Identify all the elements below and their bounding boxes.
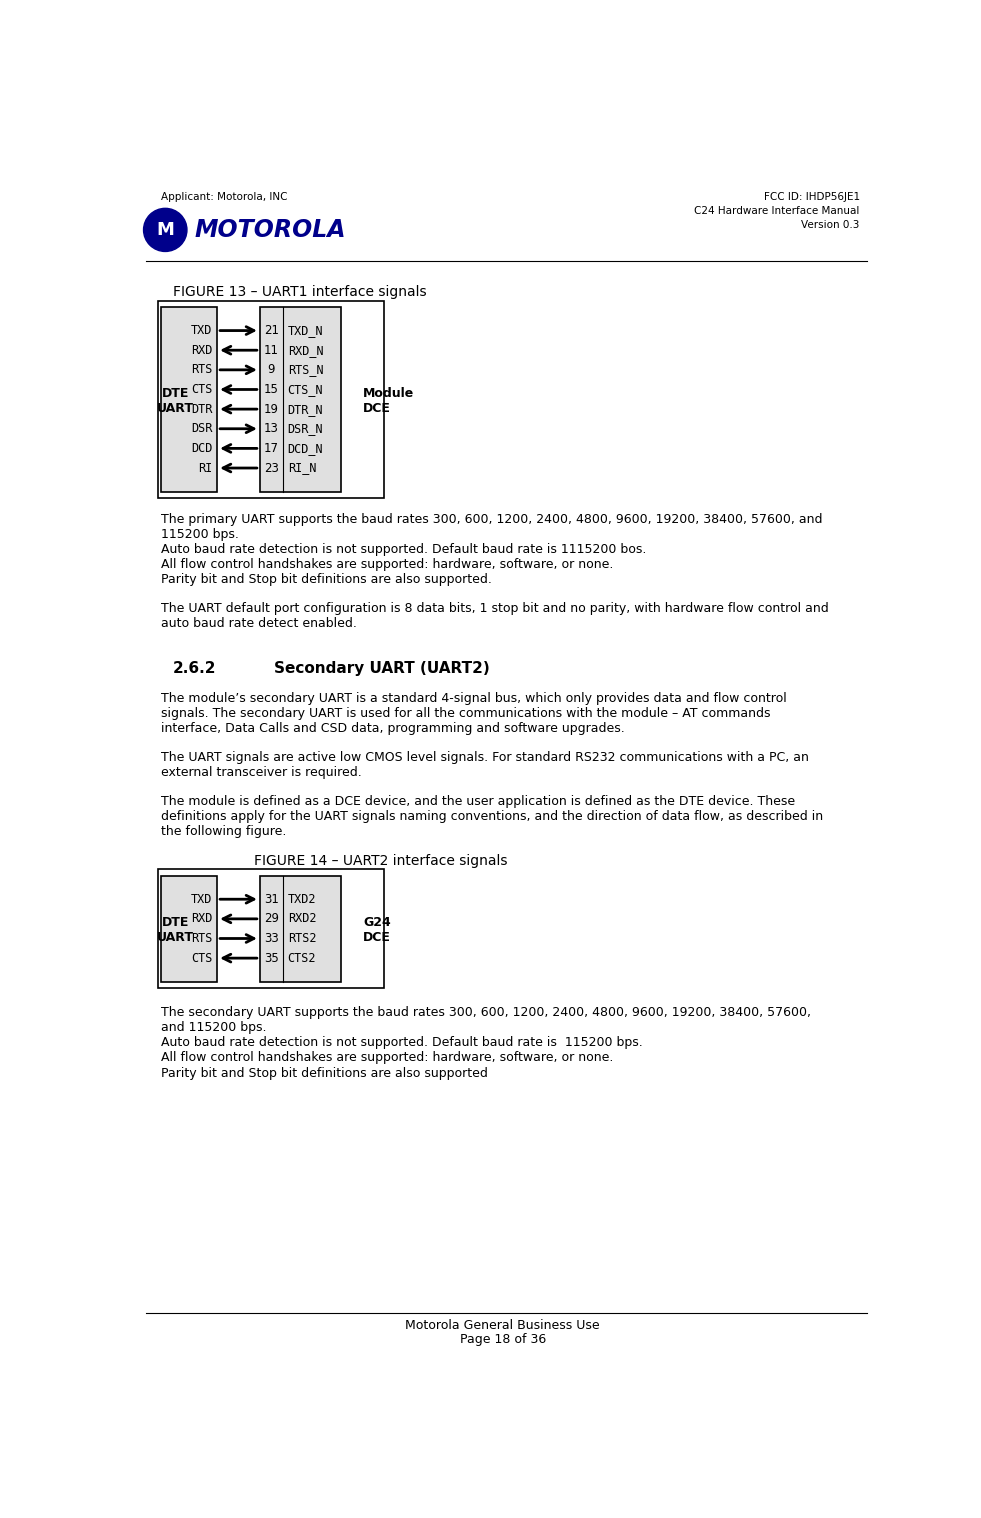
Text: TXD: TXD (191, 323, 213, 337)
Text: Parity bit and Stop bit definitions are also supported: Parity bit and Stop bit definitions are … (162, 1067, 489, 1079)
Text: 115200 bps.: 115200 bps. (162, 528, 239, 542)
Text: Auto baud rate detection is not supported. Default baud rate is 1115200 bos.: Auto baud rate detection is not supporte… (162, 543, 646, 556)
Text: MOTOROLA: MOTOROLA (194, 219, 346, 241)
Text: 13: 13 (264, 422, 279, 436)
Text: DTR: DTR (191, 402, 213, 416)
Text: Motorola General Business Use: Motorola General Business Use (405, 1319, 600, 1331)
Text: Version 0.3: Version 0.3 (801, 220, 859, 229)
Text: Module: Module (363, 387, 414, 399)
Text: The secondary UART supports the baud rates 300, 600, 1200, 2400, 4800, 9600, 192: The secondary UART supports the baud rat… (162, 1006, 811, 1020)
Text: RXD: RXD (191, 912, 213, 926)
Text: DCD_N: DCD_N (287, 442, 324, 455)
Text: DCE: DCE (363, 932, 390, 944)
Text: auto baud rate detect enabled.: auto baud rate detect enabled. (162, 618, 357, 630)
Bar (260, 876, 341, 982)
Text: All flow control handshakes are supported: hardware, software, or none.: All flow control handshakes are supporte… (162, 559, 614, 571)
Text: external transceiver is required.: external transceiver is required. (162, 767, 362, 779)
Text: 19: 19 (264, 402, 279, 416)
Text: 21: 21 (264, 323, 279, 337)
Text: 11: 11 (264, 343, 279, 357)
Text: FIGURE 13 – UART1 interface signals: FIGURE 13 – UART1 interface signals (173, 285, 427, 299)
Text: TXD2: TXD2 (287, 893, 316, 906)
Text: 31: 31 (264, 893, 279, 906)
Text: 23: 23 (264, 461, 279, 475)
Bar (260, 307, 341, 492)
Text: RXD: RXD (191, 343, 213, 357)
Bar (162, 876, 217, 982)
Bar (162, 307, 217, 492)
Text: The module’s secondary UART is a standard 4-signal bus, which only provides data: The module’s secondary UART is a standar… (162, 692, 787, 706)
Text: M: M (156, 222, 175, 238)
Text: RTS: RTS (191, 363, 213, 376)
Text: and 115200 bps.: and 115200 bps. (162, 1022, 267, 1034)
Text: RI_N: RI_N (287, 461, 316, 475)
Text: The primary UART supports the baud rates 300, 600, 1200, 2400, 4800, 9600, 19200: The primary UART supports the baud rates… (162, 513, 823, 527)
Text: CTS: CTS (191, 952, 213, 964)
Text: RTS: RTS (191, 932, 213, 946)
Text: UART: UART (157, 402, 194, 414)
Text: Parity bit and Stop bit definitions are also supported.: Parity bit and Stop bit definitions are … (162, 574, 492, 586)
Text: G24: G24 (363, 915, 390, 929)
Text: RI: RI (198, 461, 213, 475)
Text: The UART signals are active low CMOS level signals. For standard RS232 communica: The UART signals are active low CMOS lev… (162, 751, 809, 764)
Text: Auto baud rate detection is not supported. Default baud rate is  115200 bps.: Auto baud rate detection is not supporte… (162, 1037, 644, 1049)
Text: RTS2: RTS2 (287, 932, 316, 946)
Text: All flow control handshakes are supported: hardware, software, or none.: All flow control handshakes are supporte… (162, 1052, 614, 1064)
Circle shape (143, 208, 187, 252)
Bar (158, 301, 384, 498)
Text: FCC ID: IHDP56JE1: FCC ID: IHDP56JE1 (763, 193, 859, 202)
Text: DSR: DSR (191, 422, 213, 436)
Text: 17: 17 (264, 442, 279, 455)
Text: Applicant: Motorola, INC: Applicant: Motorola, INC (162, 193, 287, 202)
Text: RTS_N: RTS_N (287, 363, 324, 376)
Text: DSR_N: DSR_N (287, 422, 324, 436)
Text: RXD2: RXD2 (287, 912, 316, 926)
Text: 15: 15 (264, 383, 279, 396)
Text: UART: UART (157, 932, 194, 944)
Text: CTS2: CTS2 (287, 952, 316, 964)
Text: interface, Data Calls and CSD data, programming and software upgrades.: interface, Data Calls and CSD data, prog… (162, 723, 625, 735)
Text: DCE: DCE (363, 402, 390, 414)
Text: DCD: DCD (191, 442, 213, 455)
Text: TXD: TXD (191, 893, 213, 906)
Text: The module is defined as a DCE device, and the user application is defined as th: The module is defined as a DCE device, a… (162, 795, 796, 808)
Text: The UART default port configuration is 8 data bits, 1 stop bit and no parity, wi: The UART default port configuration is 8… (162, 603, 829, 615)
Text: FIGURE 14 – UART2 interface signals: FIGURE 14 – UART2 interface signals (254, 855, 508, 868)
Text: Page 18 of 36: Page 18 of 36 (460, 1333, 545, 1346)
Text: CTS: CTS (191, 383, 213, 396)
Text: 35: 35 (264, 952, 279, 964)
Text: DTR_N: DTR_N (287, 402, 324, 416)
Text: definitions apply for the UART signals naming conventions, and the direction of : definitions apply for the UART signals n… (162, 811, 823, 823)
Text: the following figure.: the following figure. (162, 826, 286, 838)
Text: 33: 33 (264, 932, 279, 946)
Text: signals. The secondary UART is used for all the communications with the module –: signals. The secondary UART is used for … (162, 707, 771, 721)
Text: Secondary UART (UART2): Secondary UART (UART2) (274, 662, 490, 677)
Text: 2.6.2: 2.6.2 (173, 662, 217, 677)
Text: 9: 9 (268, 363, 276, 376)
Text: C24 Hardware Interface Manual: C24 Hardware Interface Manual (695, 206, 859, 216)
Text: DTE: DTE (162, 915, 189, 929)
Bar (158, 870, 384, 988)
Text: TXD_N: TXD_N (287, 323, 324, 337)
Text: RXD_N: RXD_N (287, 343, 324, 357)
Text: DTE: DTE (162, 387, 189, 399)
Text: 29: 29 (264, 912, 279, 926)
Text: CTS_N: CTS_N (287, 383, 324, 396)
